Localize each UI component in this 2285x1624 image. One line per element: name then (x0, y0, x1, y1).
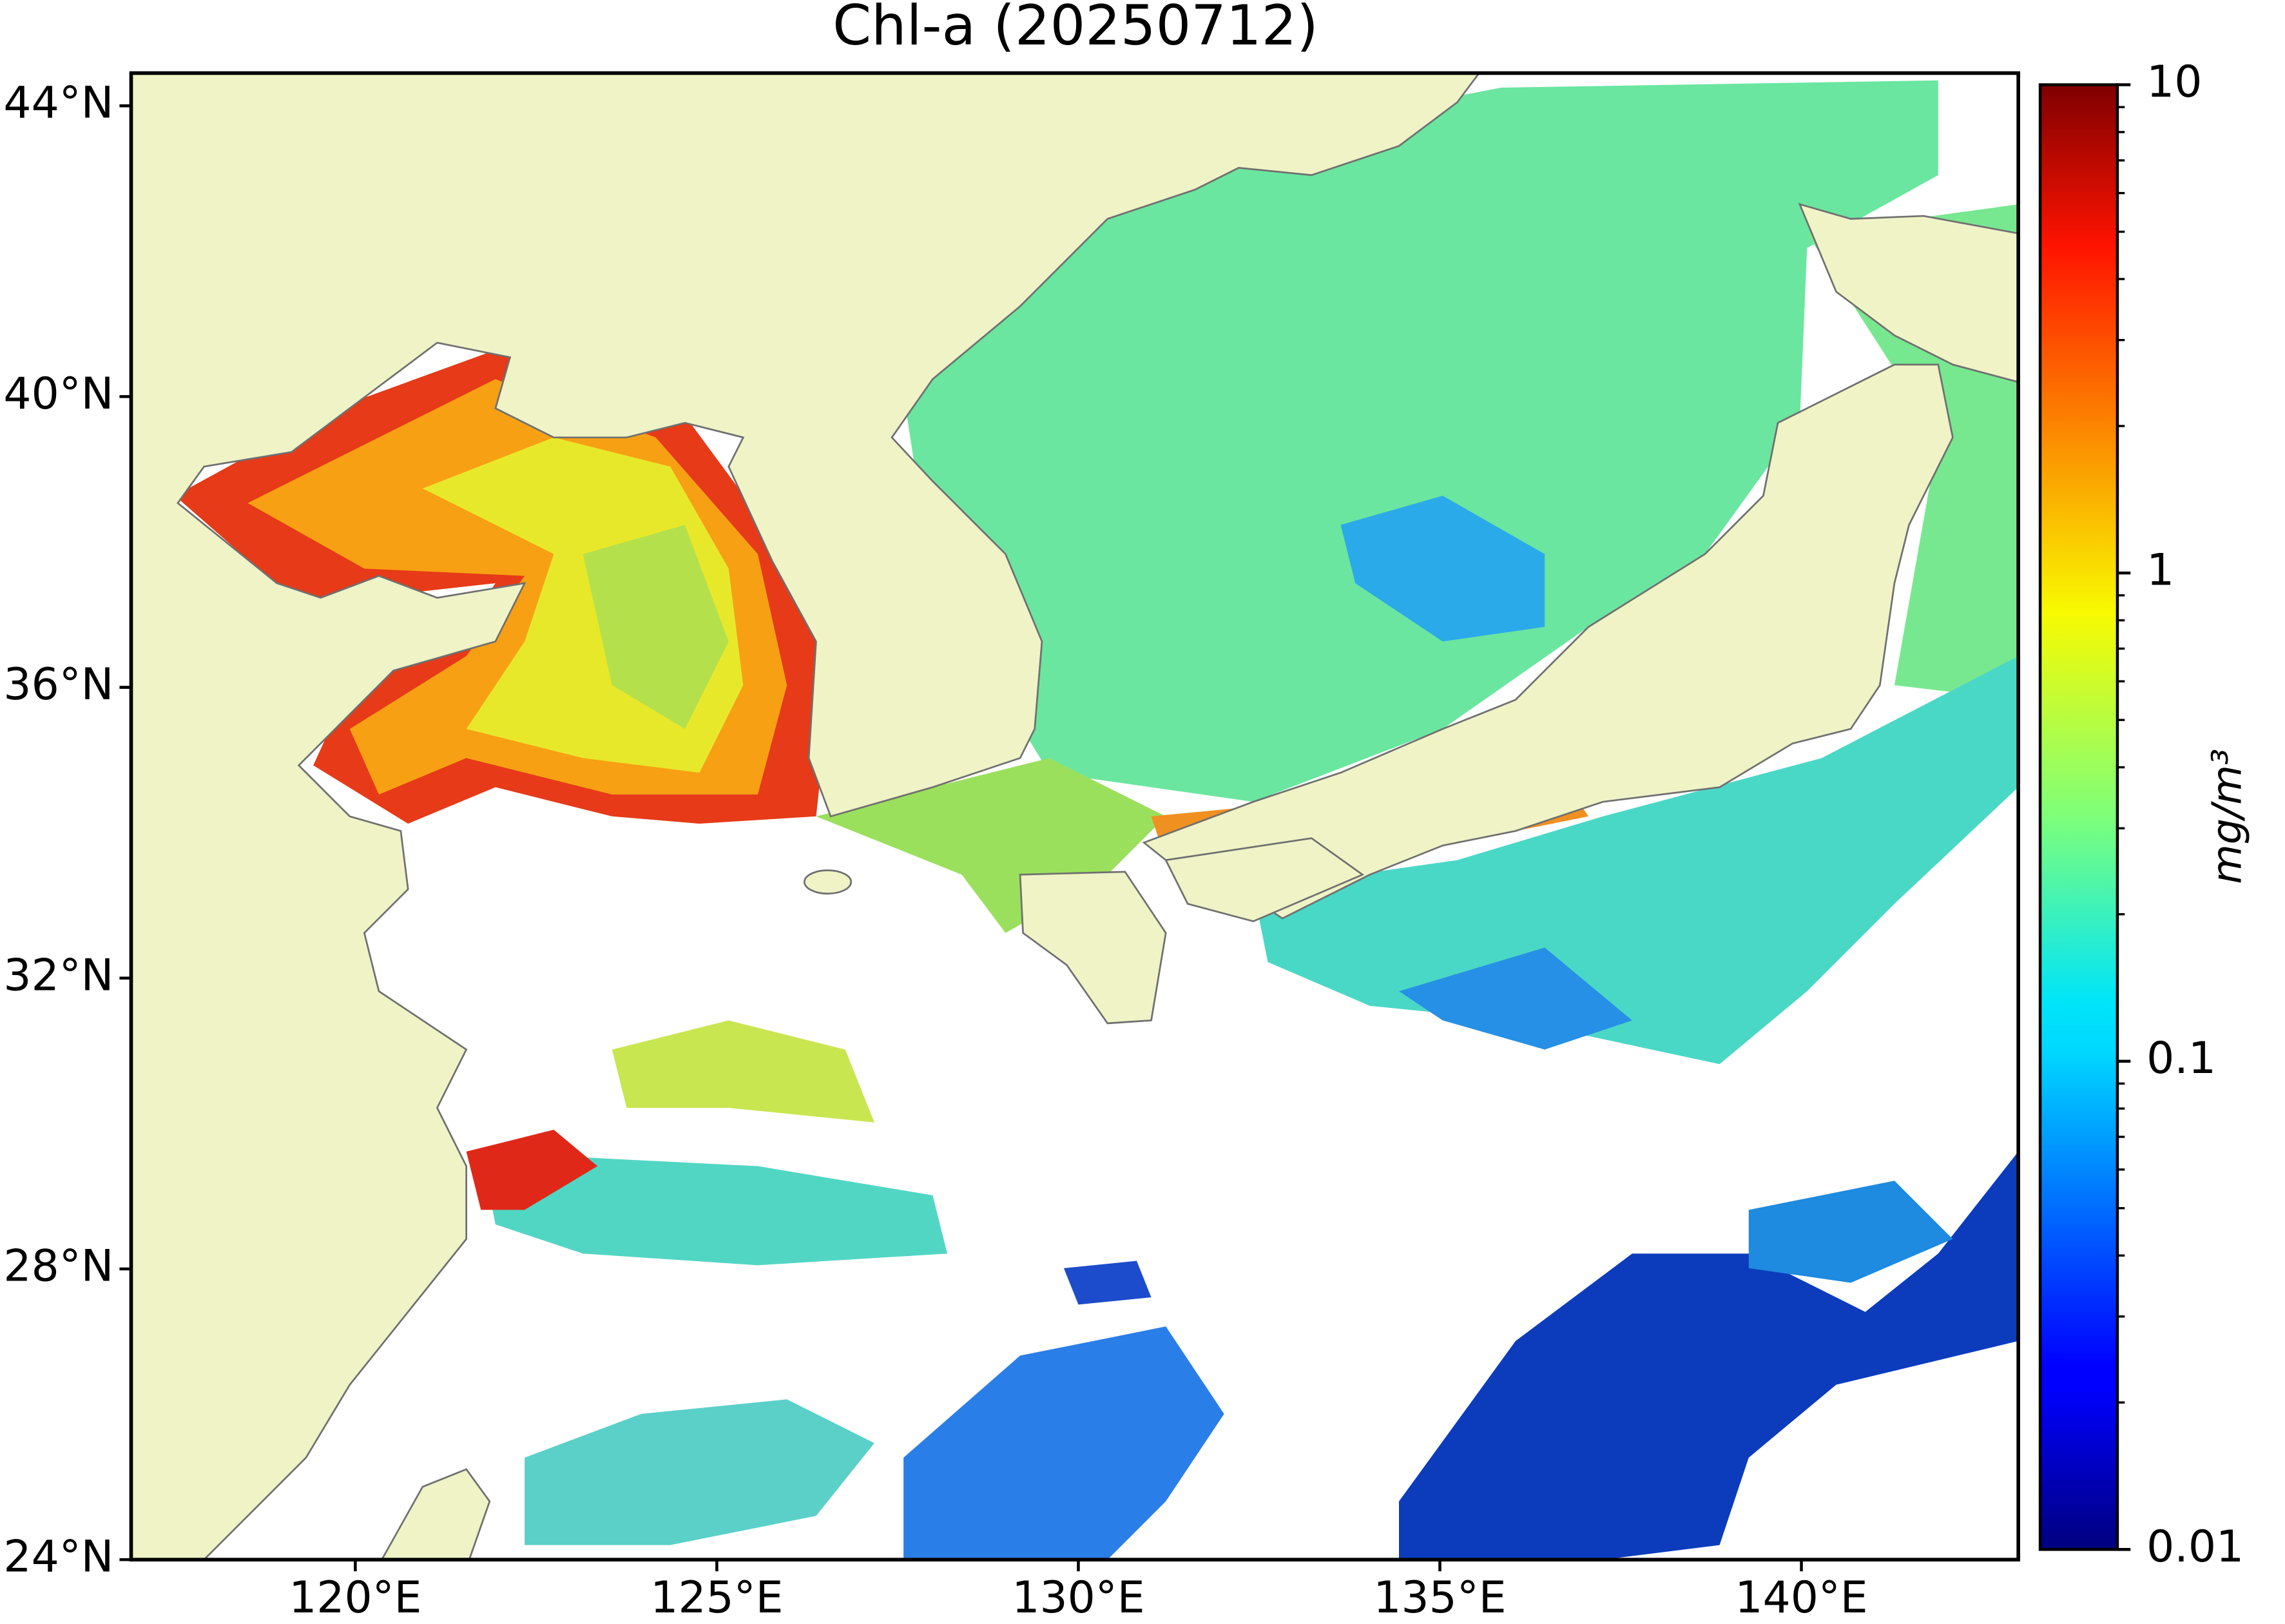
chart-title: Chl-a (20250712) (833, 0, 1318, 58)
chl-patch (903, 1326, 1224, 1560)
land (1164, 837, 1365, 923)
colorbar-tick-label: 10 (2146, 56, 2202, 107)
chl-patch (583, 525, 729, 730)
colorbar-label: mg/m³ (2203, 749, 2251, 884)
colorbar-tick-label: 1 (2146, 545, 2174, 595)
x-tick-label: 130°E (1012, 1572, 1144, 1623)
chl-patch (612, 1020, 874, 1123)
land (380, 1468, 491, 1560)
land (1019, 871, 1167, 1025)
chl-patch (1748, 1181, 1953, 1283)
chl-patch (1399, 1151, 2019, 1560)
chl-patch (1340, 496, 1545, 642)
land (131, 73, 1481, 1560)
chl-patch (466, 1130, 598, 1210)
chl-patch (903, 80, 1938, 802)
y-tick-label: 44°N (3, 77, 113, 128)
colorbar-tick-label: 0.1 (2146, 1032, 2216, 1083)
colorbar (2038, 83, 2119, 1551)
y-tick-label: 36°N (3, 659, 113, 710)
land (803, 869, 853, 894)
y-tick-label: 32°N (3, 949, 113, 1000)
y-tick-label: 28°N (3, 1240, 113, 1291)
chl-patch (1063, 1261, 1152, 1305)
map (131, 73, 2019, 1560)
x-tick-label: 120°E (289, 1572, 421, 1623)
map-frame (129, 71, 2020, 1561)
chl-patch (1399, 947, 1632, 1050)
land (1142, 363, 1954, 920)
chl-patch (525, 1399, 874, 1545)
y-tick-label: 24°N (3, 1531, 113, 1582)
colorbar-tick-label: 0.01 (2146, 1521, 2244, 1572)
land (1798, 202, 2019, 383)
chl-patch (1253, 656, 2019, 1065)
x-tick-label: 125°E (650, 1572, 783, 1623)
x-tick-label: 140°E (1735, 1572, 1867, 1623)
x-tick-label: 135°E (1373, 1572, 1506, 1623)
y-tick-label: 40°N (3, 368, 113, 419)
chl-patch (481, 1151, 947, 1266)
